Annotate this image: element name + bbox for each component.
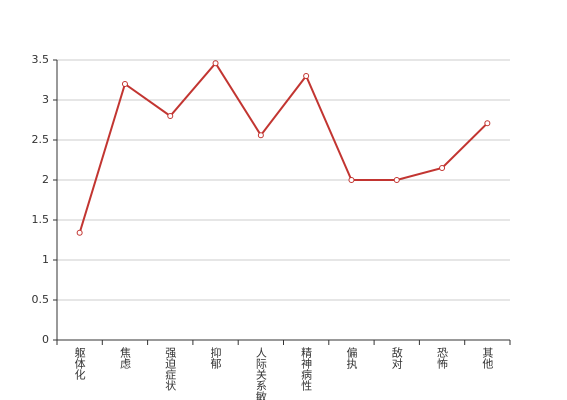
x-tick-label: 敌对: [390, 346, 403, 369]
point: [439, 165, 446, 171]
point: [303, 73, 310, 79]
y-tick-label: 0: [42, 333, 49, 346]
point: [257, 132, 264, 139]
point: [167, 113, 174, 119]
y-tick-label: 2: [42, 173, 49, 186]
y-tick-label: 0.5: [32, 293, 50, 306]
x-tick-label: 恐怖: [436, 347, 449, 369]
point: [212, 60, 219, 67]
x-tick-label: 其他: [481, 347, 494, 369]
y-tick-label: 3.5: [32, 53, 50, 66]
x-tick-label: 焦虑: [118, 347, 131, 369]
point: [484, 120, 491, 127]
point: [121, 81, 128, 87]
x-tick-label: 人际关系敏感: [254, 347, 267, 400]
point: [348, 177, 355, 183]
point: [76, 229, 83, 236]
y-tick-label: 1: [42, 253, 49, 266]
x-tick-label: 偏执: [345, 346, 358, 370]
x-tick-label: 强迫症状: [164, 347, 177, 391]
x-tick-label: 精神病性: [300, 347, 313, 392]
line: [78, 61, 489, 234]
y-tick-label: 1.5: [32, 213, 50, 226]
x-tick-label: 抑郁: [209, 346, 222, 369]
y-tick-label: 3: [42, 93, 49, 106]
point: [393, 177, 400, 183]
y-tick-label: 2.5: [32, 133, 50, 146]
x-tick-label: 躯体化: [73, 347, 86, 381]
